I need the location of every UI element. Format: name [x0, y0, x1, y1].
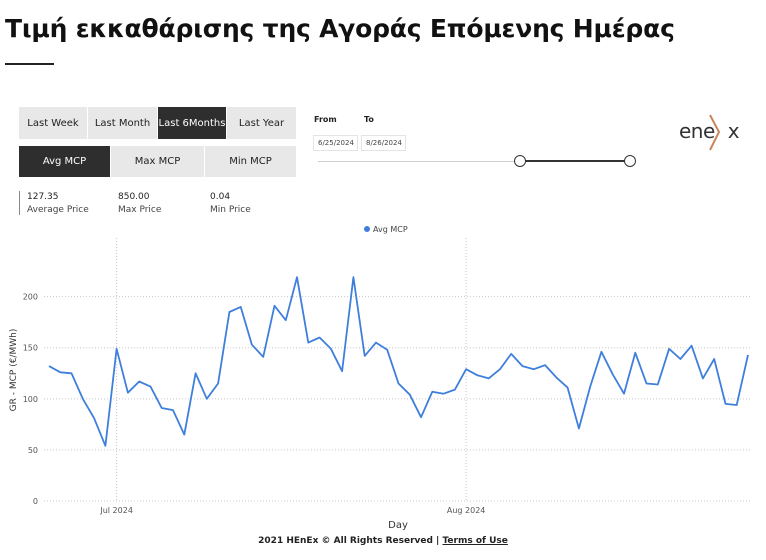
from-label: From: [314, 115, 337, 124]
avg-mcp-button[interactable]: Avg MCP: [19, 146, 110, 177]
max-price-label: Max Price: [118, 205, 162, 215]
footer: 2021 HEnEx © All Rights Reserved | Terms…: [0, 536, 766, 546]
y-tick-label: 100: [23, 395, 38, 404]
average-price-value: 127.35: [27, 192, 59, 202]
legend-entry-avg-mcp: Avg MCP: [373, 225, 408, 234]
stats-divider: [19, 191, 20, 215]
y-axis-label: GR - MCP (€/MWh): [9, 329, 19, 412]
y-tick-label: 150: [23, 344, 38, 353]
y-tick-label: 0: [33, 497, 38, 506]
max-mcp-button[interactable]: Max MCP: [111, 146, 204, 177]
footer-copyright: 2021 HEnEx © All Rights Reserved |: [258, 536, 443, 546]
y-tick-label: 50: [28, 446, 38, 455]
from-date-input[interactable]: 6/25/2024: [313, 135, 358, 151]
x-tick-label: Aug 2024: [447, 506, 486, 515]
x-tick-label: Jul 2024: [99, 506, 133, 515]
min-price-label: Min Price: [210, 205, 251, 215]
series-points: [48, 277, 749, 446]
date-slider-range: [520, 160, 630, 162]
chart-grid: [44, 238, 752, 502]
x-axis-ticks: Jul 2024 Aug 2024: [99, 506, 485, 515]
min-mcp-button[interactable]: Min MCP: [205, 146, 296, 177]
date-slider-start-handle[interactable]: [514, 155, 526, 167]
terms-of-use-link[interactable]: Terms of Use: [442, 536, 508, 546]
average-price-label: Average Price: [27, 205, 89, 215]
min-price-value: 0.04: [210, 192, 231, 202]
y-tick-label: 200: [23, 293, 38, 302]
last-6months-button[interactable]: Last 6Months: [158, 107, 226, 139]
chart-legend: Avg MCP: [364, 225, 408, 234]
to-date-input[interactable]: 8/26/2024: [361, 135, 406, 151]
x-axis-label: Day: [388, 520, 408, 531]
last-month-button[interactable]: Last Month: [88, 107, 157, 139]
date-slider-track[interactable]: [318, 161, 634, 162]
enex-logo: ene x: [679, 119, 740, 143]
logo-chevron-icon: [709, 114, 721, 151]
page-title: Τιμή εκκαθάρισης της Αγοράς Επόμενης Ημέ…: [5, 14, 675, 43]
max-price-value: 850.00: [118, 192, 150, 202]
last-week-button[interactable]: Last Week: [19, 107, 87, 139]
to-label: To: [364, 115, 374, 124]
y-axis-ticks: 0 50 100 150 200: [23, 293, 38, 506]
mcp-line-chart: 0 50 100 150 200 Jul 2024 Aug 2024 GR - MCP (…: [9, 225, 752, 531]
series-line-avg-mcp: [48, 276, 749, 447]
logo-text: ene: [679, 119, 715, 143]
title-underline: [5, 63, 54, 65]
last-year-button[interactable]: Last Year: [227, 107, 296, 139]
legend-marker: [364, 226, 370, 232]
date-slider-end-handle[interactable]: [624, 155, 636, 167]
